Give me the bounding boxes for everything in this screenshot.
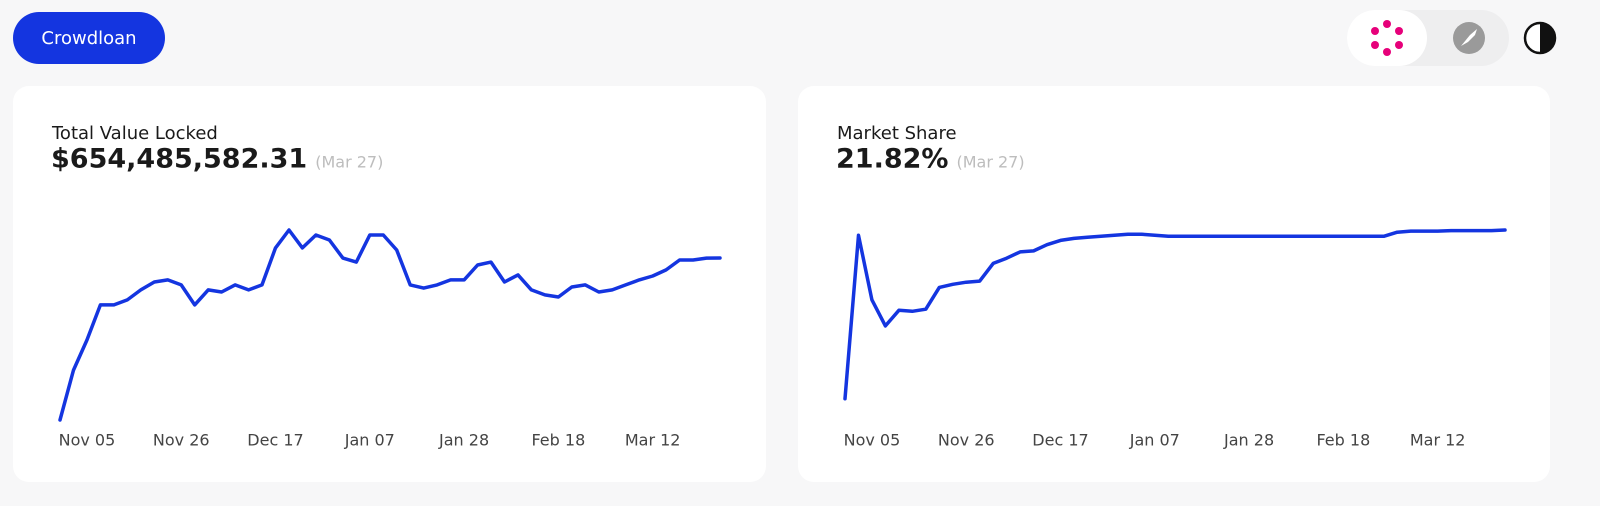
x-tick-label: Jan 07 — [344, 431, 395, 450]
theme-toggle[interactable] — [1523, 21, 1557, 55]
x-tick-label: Feb 18 — [1316, 431, 1370, 450]
headline-date: (Mar 27) — [956, 153, 1024, 172]
card-title: Market Share — [837, 123, 957, 144]
card-title: Total Value Locked — [51, 123, 218, 144]
kusama-icon[interactable] — [1453, 22, 1485, 54]
x-tick-label: Mar 12 — [625, 431, 681, 450]
x-tick-label: Jan 28 — [438, 431, 489, 450]
network-toggle — [1347, 10, 1509, 66]
toggle-active[interactable] — [1347, 10, 1427, 66]
headline-value: $654,485,582.31 — [51, 144, 307, 175]
x-tick-label: Nov 26 — [938, 431, 995, 450]
polkadot-icon[interactable] — [1371, 20, 1403, 56]
crowdloan-button[interactable] — [13, 12, 165, 64]
line-series — [843, 228, 1507, 401]
x-tick-label: Dec 17 — [1032, 431, 1088, 450]
x-tick-label: Nov 05 — [844, 431, 901, 450]
headline-value: 21.82% — [836, 144, 948, 175]
button-label[interactable]: Crowdloan — [41, 28, 136, 49]
line-series — [58, 228, 722, 422]
x-tick-label: Mar 12 — [1410, 431, 1466, 450]
x-tick-label: Nov 26 — [153, 431, 210, 450]
x-tick-label: Jan 07 — [1129, 431, 1180, 450]
x-tick-label: Jan 28 — [1223, 431, 1274, 450]
x-tick-label: Nov 05 — [59, 431, 116, 450]
x-tick-label: Dec 17 — [247, 431, 303, 450]
card — [13, 86, 766, 482]
x-tick-label: Feb 18 — [531, 431, 585, 450]
card — [798, 86, 1550, 482]
headline-date: (Mar 27) — [315, 153, 383, 172]
